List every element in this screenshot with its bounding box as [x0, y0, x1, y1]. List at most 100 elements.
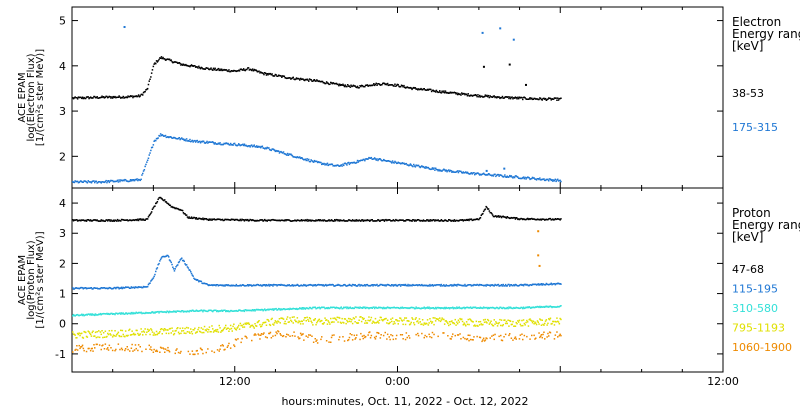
data-point: [531, 320, 533, 322]
data-point: [452, 170, 454, 173]
data-point: [260, 333, 263, 335]
data-point: [500, 334, 502, 337]
data-point: [448, 285, 450, 287]
data-point: [220, 284, 223, 287]
data-point: [287, 321, 290, 323]
data-point: [168, 349, 170, 352]
data-point: [124, 349, 126, 352]
data-point: [136, 286, 138, 288]
data-point: [494, 173, 496, 176]
data-point: [309, 283, 312, 286]
data-point: [353, 161, 356, 164]
data-point: [476, 218, 478, 220]
data-point: [235, 144, 238, 147]
data-point: [346, 164, 348, 166]
data-point: [265, 324, 268, 326]
data-point: [436, 219, 439, 222]
data-point: [139, 95, 141, 97]
data-point: [264, 72, 266, 74]
data-point: [399, 307, 401, 310]
data-point: [346, 319, 348, 322]
data-point: [98, 97, 100, 99]
data-point: [482, 337, 485, 340]
data-point: [140, 286, 142, 288]
data-point: [393, 284, 395, 286]
data-point: [560, 283, 562, 285]
data-point: [495, 321, 497, 323]
data-point: [543, 324, 545, 326]
data-point: [555, 180, 557, 183]
data-point: [91, 220, 93, 222]
data-point: [426, 285, 429, 287]
data-point: [191, 309, 194, 311]
data-point: [102, 313, 104, 315]
data-point: [140, 328, 142, 330]
data-point: [496, 96, 499, 98]
data-point: [116, 313, 119, 315]
data-point: [487, 95, 489, 98]
data-point: [390, 306, 392, 309]
data-point: [290, 220, 292, 222]
data-point: [191, 350, 194, 352]
data-point: [416, 320, 418, 323]
data-point: [152, 65, 155, 68]
data-point: [77, 287, 80, 289]
data-point: [378, 219, 380, 221]
data-point: [545, 99, 548, 101]
data-point: [89, 181, 91, 183]
data-point: [355, 285, 357, 287]
data-point: [255, 219, 257, 222]
data-point: [234, 70, 237, 72]
data-point: [503, 307, 505, 309]
data-point: [533, 283, 535, 286]
data-point: [334, 83, 336, 85]
data-point: [558, 323, 561, 325]
data-point: [146, 88, 148, 91]
data-point: [379, 158, 382, 160]
data-point: [340, 306, 342, 308]
data-point: [136, 178, 138, 180]
data-point: [300, 78, 303, 81]
data-point: [375, 82, 377, 85]
data-point: [452, 219, 454, 222]
data-point: [148, 312, 150, 314]
data-point: [273, 219, 275, 221]
data-point: [269, 324, 272, 327]
data-point: [102, 181, 104, 183]
data-point: [516, 284, 518, 287]
data-point: [347, 84, 349, 86]
data-point: [409, 284, 412, 287]
data-point: [388, 219, 390, 221]
data-point: [501, 339, 504, 342]
data-point: [313, 79, 316, 81]
data-point: [338, 284, 340, 286]
data-point: [196, 310, 198, 312]
data-point: [97, 314, 99, 316]
data-point: [292, 322, 294, 324]
data-point: [276, 75, 278, 77]
data-point: [524, 97, 526, 99]
data-point: [342, 307, 344, 310]
data-point: [318, 80, 321, 82]
data-point: [508, 63, 511, 66]
data-point: [122, 312, 124, 314]
data-point: [349, 219, 351, 222]
data-point: [233, 284, 235, 287]
data-point: [299, 284, 302, 287]
data-point: [133, 219, 135, 221]
data-point: [548, 331, 551, 333]
data-point: [216, 328, 219, 331]
data-point: [527, 325, 530, 327]
data-point: [202, 352, 204, 355]
data-point: [276, 332, 278, 335]
data-point: [515, 306, 517, 309]
data-point: [396, 83, 399, 86]
data-point: [326, 82, 329, 84]
data-point: [404, 87, 407, 89]
data-point: [445, 320, 447, 322]
data-point: [361, 219, 364, 221]
data-point: [268, 72, 270, 75]
data-point: [425, 89, 427, 91]
data-point: [421, 307, 424, 309]
data-point: [356, 306, 358, 309]
